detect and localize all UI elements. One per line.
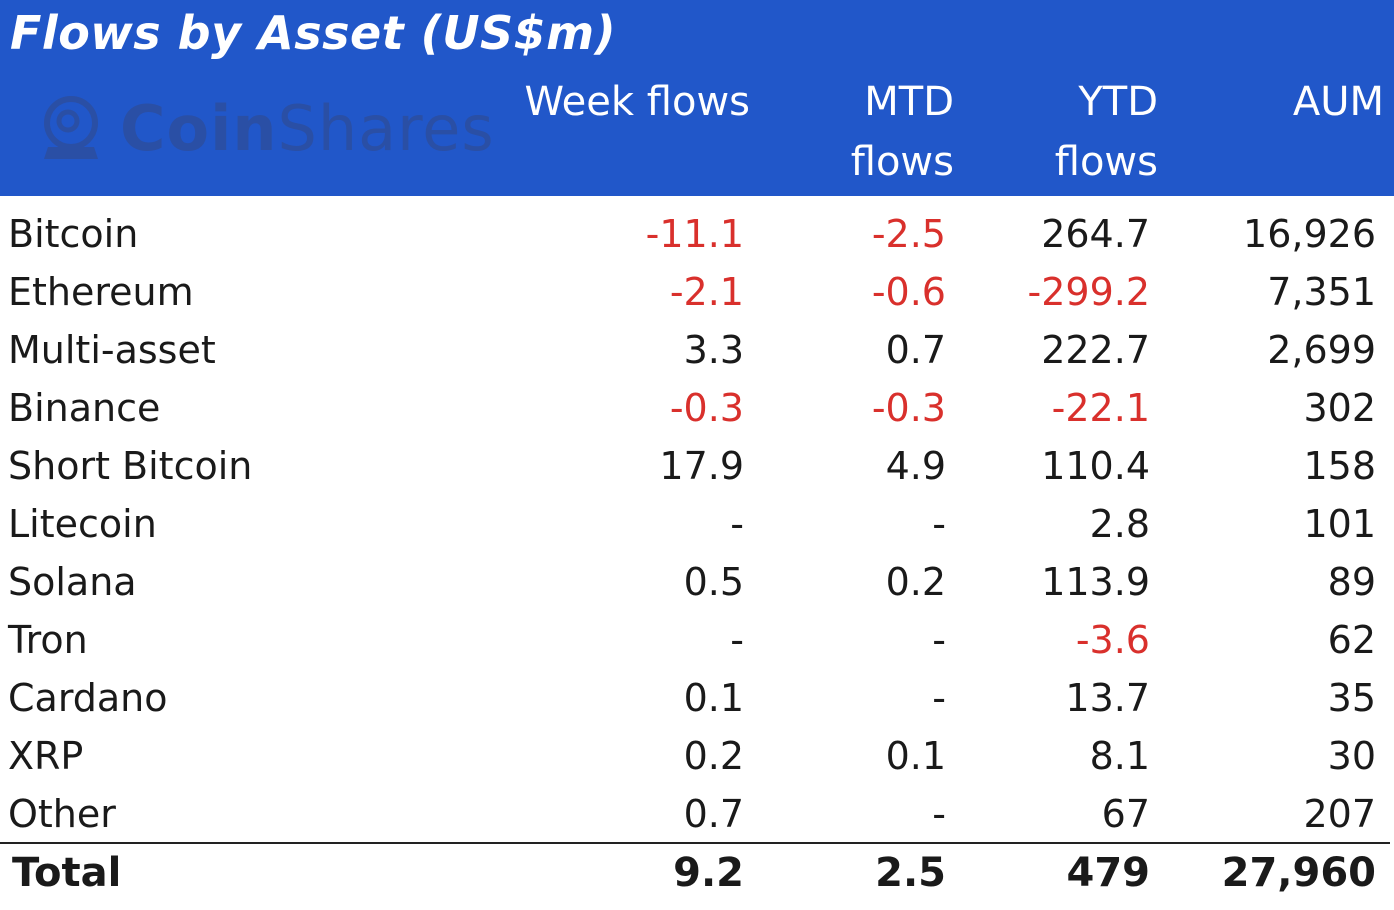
cell-week: -2.1	[669, 270, 744, 314]
cell-week: 3.3	[683, 328, 744, 372]
cell-week: -	[730, 502, 744, 546]
asset-name: Tron	[8, 618, 88, 662]
cell-ytd: -299.2	[1027, 270, 1151, 314]
flows-table: Bitcoin -11.1 -2.5 264.7 16,926 Ethereum -2.1 -…	[0, 206, 1394, 844]
cell-week: 0.5	[683, 560, 744, 604]
cell-ytd: 8.1	[1089, 734, 1150, 778]
cell-ytd: -3.6	[1075, 618, 1150, 662]
cell-week: 17.9	[659, 444, 744, 488]
total-label: Total	[12, 850, 122, 896]
total-ytd: 479	[1066, 850, 1151, 896]
table-row: Litecoin - - 2.8 101	[0, 496, 1394, 554]
asset-name: Multi-asset	[8, 328, 216, 372]
total-week: 9.2	[673, 850, 744, 896]
table-row: Cardano 0.1 - 13.7 35	[0, 670, 1394, 728]
table-row: Solana 0.5 0.2 113.9 89	[0, 554, 1394, 612]
table-row: Short Bitcoin 17.9 4.9 110.4 158	[0, 438, 1394, 496]
cell-aum: 16,926	[1243, 212, 1376, 256]
cell-ytd: 13.7	[1065, 676, 1150, 720]
total-mtd: 2.5	[875, 850, 946, 896]
astronaut-helmet-icon	[44, 96, 98, 159]
asset-name: Other	[8, 792, 116, 836]
cell-week: -0.3	[669, 386, 744, 430]
cell-week: 0.1	[683, 676, 744, 720]
asset-name: XRP	[8, 734, 84, 778]
cell-mtd: 4.9	[885, 444, 946, 488]
total-aum: 27,960	[1221, 850, 1376, 896]
cell-aum: 89	[1327, 560, 1376, 604]
cell-aum: 30	[1327, 734, 1376, 778]
cell-mtd: -	[932, 502, 946, 546]
asset-name: Short Bitcoin	[8, 444, 253, 488]
table-row: Binance -0.3 -0.3 -22.1 302	[0, 380, 1394, 438]
cell-mtd: -	[932, 792, 946, 836]
asset-name: Solana	[8, 560, 137, 604]
cell-aum: 62	[1327, 618, 1376, 662]
cell-aum: 101	[1303, 502, 1376, 546]
cell-mtd: -0.6	[871, 270, 946, 314]
cell-week: -11.1	[645, 212, 744, 256]
cell-mtd: -	[932, 618, 946, 662]
cell-week: -	[730, 618, 744, 662]
cell-aum: 2,699	[1267, 328, 1376, 372]
total-divider	[0, 842, 1390, 844]
cell-mtd: 0.1	[885, 734, 946, 778]
cell-ytd: 2.8	[1089, 502, 1150, 546]
table-row: XRP 0.2 0.1 8.1 30	[0, 728, 1394, 786]
cell-aum: 7,351	[1267, 270, 1376, 314]
cell-mtd: -0.3	[871, 386, 946, 430]
asset-name: Ethereum	[8, 270, 194, 314]
cell-week: 0.7	[683, 792, 744, 836]
table-header: Flows by Asset (US$m) CoinShares Week fl…	[0, 0, 1394, 196]
asset-name: Bitcoin	[8, 212, 139, 256]
total-row: Total 9.2 2.5 479 27,960	[0, 846, 1394, 904]
asset-name: Cardano	[8, 676, 168, 720]
table-row: Ethereum -2.1 -0.6 -299.2 7,351	[0, 264, 1394, 322]
cell-aum: 302	[1303, 386, 1376, 430]
table-row: Other 0.7 - 67 207	[0, 786, 1394, 844]
asset-name: Litecoin	[8, 502, 157, 546]
column-header-mtd: MTD flows	[850, 79, 954, 185]
column-header-aum: AUM	[1292, 79, 1384, 125]
cell-mtd: 0.7	[885, 328, 946, 372]
table-row: Multi-asset 3.3 0.7 222.7 2,699	[0, 322, 1394, 380]
coinshares-logo: CoinShares	[38, 91, 495, 165]
cell-ytd: 113.9	[1041, 560, 1150, 604]
logo-text: CoinShares	[120, 91, 495, 165]
cell-aum: 35	[1327, 676, 1376, 720]
asset-name: Binance	[8, 386, 161, 430]
table-row: Tron - - -3.6 62	[0, 612, 1394, 670]
cell-week: 0.2	[683, 734, 744, 778]
cell-ytd: 67	[1101, 792, 1150, 836]
column-header-week: Week flows	[524, 79, 750, 125]
cell-mtd: -2.5	[871, 212, 946, 256]
cell-mtd: 0.2	[885, 560, 946, 604]
cell-aum: 207	[1303, 792, 1376, 836]
column-header-ytd: YTD flows	[1054, 79, 1158, 185]
cell-aum: 158	[1303, 444, 1376, 488]
cell-ytd: 222.7	[1041, 328, 1150, 372]
chart-title: Flows by Asset (US$m)	[10, 6, 617, 60]
cell-ytd: -22.1	[1051, 386, 1150, 430]
table-row: Bitcoin -11.1 -2.5 264.7 16,926	[0, 206, 1394, 264]
cell-ytd: 264.7	[1041, 212, 1150, 256]
cell-mtd: -	[932, 676, 946, 720]
cell-ytd: 110.4	[1041, 444, 1150, 488]
